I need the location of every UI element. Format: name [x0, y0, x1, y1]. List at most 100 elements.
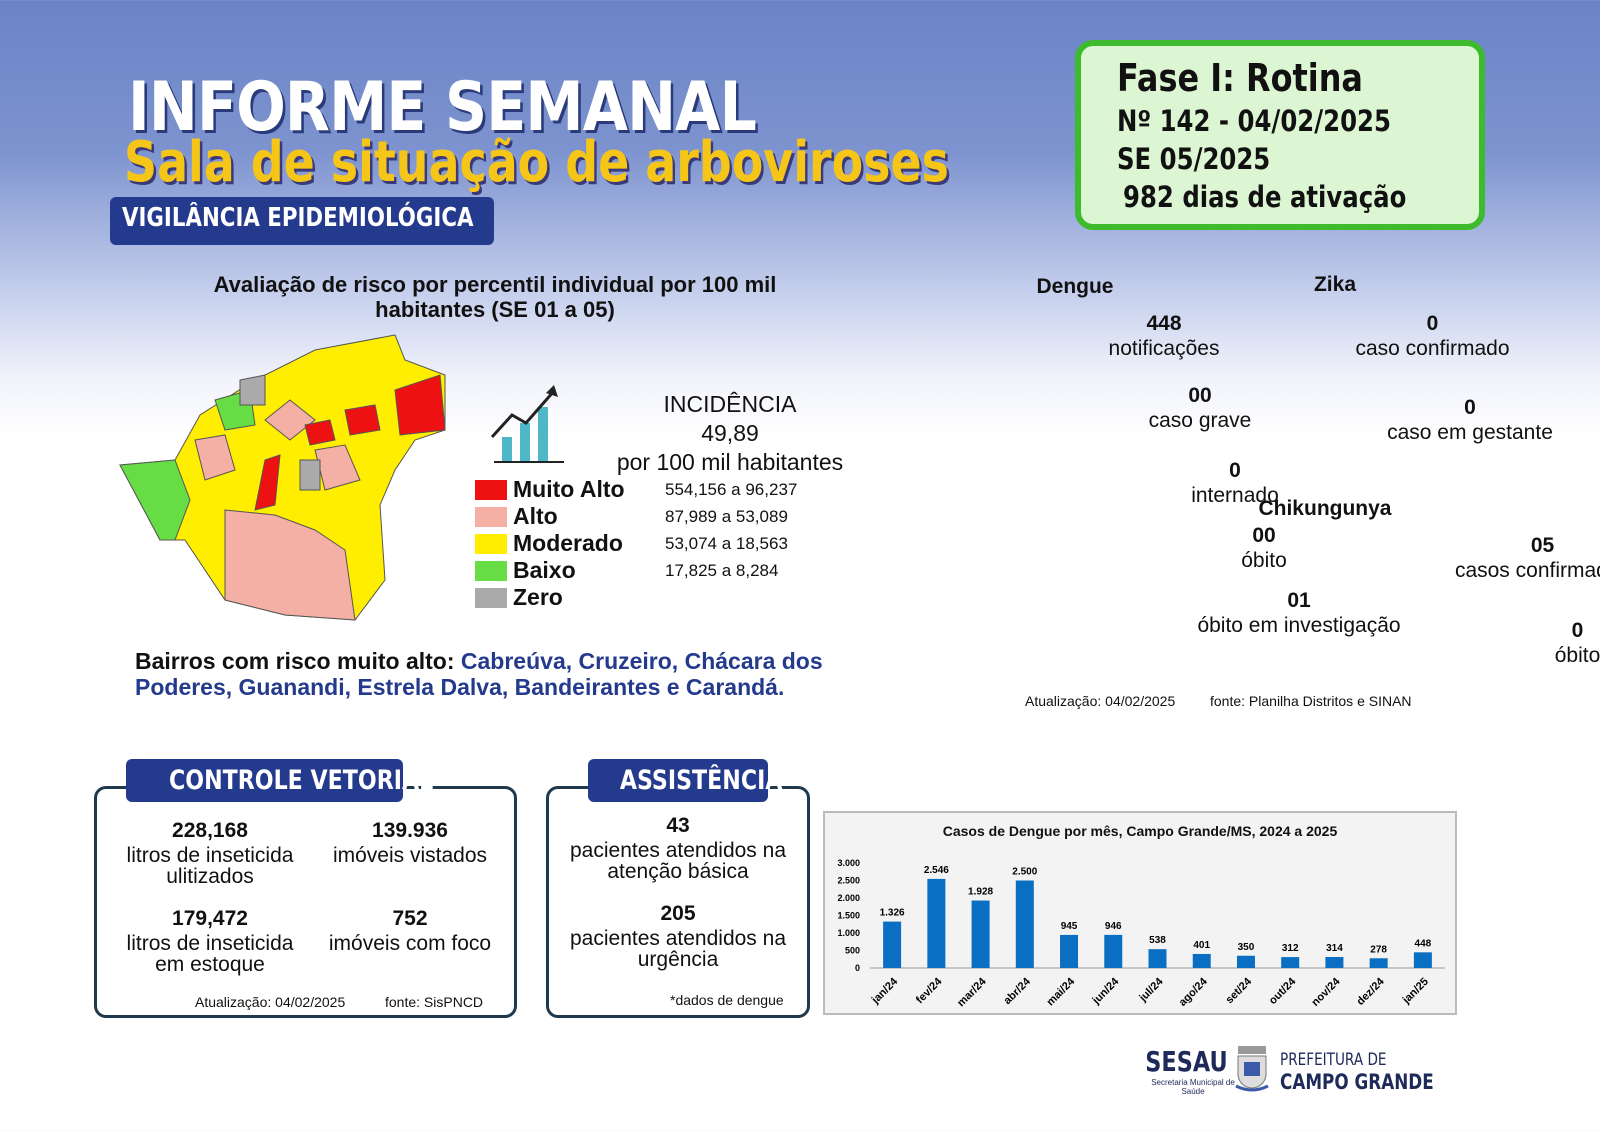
- vector-control-panel: [94, 786, 517, 1018]
- bulletin-number: Nº 142 - 04/02/2025: [1117, 104, 1391, 138]
- assistance-title: ASSISTÊNCIA: [588, 759, 782, 802]
- assistance-panel: [546, 786, 810, 1018]
- legend-label: Muito Alto: [513, 476, 625, 502]
- stat-label: caso em gestante: [1387, 421, 1553, 444]
- bar-abr/24: [1015, 880, 1034, 968]
- phase-panel: Fase I: Rotina Nº 142 - 04/02/2025 SE 05…: [1075, 40, 1485, 230]
- chart-plot: 0 500 1.000 1.500 2.000 2.500 3.000 1.326 jan/24…: [837, 858, 1445, 1009]
- risk-title: Avaliação de risco por percentil individ…: [213, 272, 777, 322]
- y-tick-label: 1.500: [837, 911, 860, 921]
- bar-jul/24: [1148, 949, 1167, 968]
- vector-update-date: Atualização: 04/02/2025: [195, 994, 346, 1010]
- stat-label: caso confirmado: [1355, 337, 1510, 360]
- stat-value: 179,472: [172, 907, 248, 930]
- bar-dez/24: [1369, 958, 1388, 968]
- bar-value-label: 314: [1326, 943, 1343, 954]
- incidence-panel: INCIDÊNCIA 49,89 por 100 mil habitantes: [600, 390, 860, 477]
- stat-value: 752: [392, 907, 428, 930]
- report-subtitle: Sala de situação de arboviroses: [124, 130, 949, 195]
- bar-value-label: 278: [1370, 944, 1387, 955]
- legend-swatch: [475, 533, 507, 554]
- stat-value: 0: [1426, 312, 1439, 335]
- dengue-stat: 448 notificações: [1005, 313, 1323, 359]
- department-badge-text: VIGILÂNCIA EPIDEMIOLÓGICA: [122, 203, 474, 233]
- x-tick-label: mar/24: [955, 975, 989, 1009]
- zika-title: Zika: [1313, 273, 1357, 296]
- legend-item: Baixo 17,825 a 8,284: [475, 557, 797, 584]
- neighborhoods-label: Bairros com risco muito alto:: [135, 648, 455, 674]
- y-tick-label: 0: [855, 963, 860, 973]
- dengue-stat: 0 internado: [1005, 460, 1465, 506]
- bar-value-label: 448: [1415, 938, 1432, 949]
- x-tick-label: jun/24: [1090, 975, 1122, 1007]
- epi-week: SE 05/2025: [1117, 142, 1271, 176]
- bar-value-label: 538: [1149, 935, 1166, 946]
- stat-label: óbito em investigação: [1197, 614, 1401, 637]
- x-tick-label: jan/25: [1400, 976, 1431, 1007]
- stat-label: óbito: [1554, 644, 1600, 667]
- x-tick-label: ago/24: [1177, 975, 1211, 1009]
- vector-control-stat: 179,472 litros de inseticida em estoque: [110, 908, 310, 975]
- bar-value-label: 350: [1238, 942, 1255, 953]
- x-tick-label: set/24: [1224, 975, 1255, 1006]
- sesau-logo-text: SESAU: [1145, 1045, 1228, 1078]
- stat-value: 0: [1229, 459, 1241, 482]
- bar-set/24: [1236, 955, 1255, 968]
- stat-label: pacientes atendidos na urgência: [570, 927, 786, 971]
- dengue-stat: 00 óbito: [1000, 525, 1528, 571]
- dengue-title: Dengue: [1036, 275, 1114, 298]
- map-region-muito-alto: [254, 454, 281, 511]
- bar-fev/24: [927, 878, 946, 968]
- bar-value-label: 312: [1282, 943, 1299, 954]
- map-region-zero: [299, 459, 321, 491]
- bar-mai/24: [1060, 934, 1079, 968]
- bar-value-label: 946: [1105, 921, 1122, 932]
- vector-control-stat: 228,168 litros de inseticida ulitizados: [110, 820, 310, 887]
- legend-label: Alto: [513, 503, 558, 529]
- stat-label: internado: [1191, 484, 1279, 507]
- bar-ago/24: [1192, 953, 1211, 968]
- bar-value-label: 1.326: [880, 908, 905, 919]
- vector-control-title-text: CONTROLE VETORIAL: [169, 765, 434, 796]
- risk-map: [119, 334, 446, 621]
- stat-value: 0: [1571, 619, 1584, 642]
- x-tick-label: dez/24: [1355, 975, 1388, 1008]
- bar-value-label: 2.500: [1012, 867, 1037, 878]
- chikungunya-title: Chikungunya: [1258, 497, 1392, 520]
- activation-days: 982 dias de ativação: [1123, 180, 1407, 214]
- zika-stat: 0 caso em gestante: [1270, 397, 1600, 443]
- map-region-muito-alto: [304, 419, 336, 446]
- map-region-zero: [239, 374, 266, 406]
- y-tick-label: 1.000: [837, 928, 860, 938]
- legend-item: Zero: [475, 584, 797, 611]
- vector-control-title: CONTROLE VETORIAL: [126, 759, 433, 802]
- incidence-unit: por 100 mil habitantes: [616, 449, 844, 475]
- assistance-note: *dados de dengue: [670, 992, 784, 1008]
- sesau-logo-subtitle: Secretaria Municipal de Saúde: [1151, 1078, 1235, 1096]
- stat-label: casos confirmados: [1454, 559, 1600, 582]
- stat-value: 228,168: [172, 819, 248, 842]
- stat-label: óbito: [1241, 549, 1287, 572]
- map-region-alto: [264, 399, 316, 441]
- stat-label: notificações: [1108, 337, 1220, 360]
- incidence-label: INCIDÊNCIA: [663, 391, 797, 417]
- stat-label: litros de inseticida ulitizados: [126, 844, 294, 888]
- risk-legend: Muito Alto 554,156 a 96,237 Alto 87,989 a 5…: [475, 476, 797, 611]
- bar-out/24: [1281, 957, 1300, 968]
- report-title: INFORME SEMANAL: [128, 68, 757, 147]
- assistance-stat: 205 pacientes atendidos na urgência: [570, 903, 786, 970]
- stat-value: 43: [666, 814, 690, 837]
- incidence-value: 49,89: [701, 420, 759, 446]
- y-tick-label: 3.000: [837, 858, 860, 868]
- dengue-stat: 00 caso grave: [1005, 385, 1395, 431]
- trend-chart-icon: [490, 385, 564, 463]
- stat-value: 205: [660, 902, 696, 925]
- dengue-monthly-chart: Casos de Dengue por mês, Campo Grande/MS…: [823, 811, 1457, 1015]
- legend-swatch: [475, 560, 507, 581]
- legend-item: Muito Alto 554,156 a 96,237: [475, 476, 797, 503]
- legend-range: 17,825 a 8,284: [665, 560, 779, 580]
- map-region-baixo: [119, 459, 191, 541]
- stat-value: 0: [1464, 396, 1476, 419]
- sesau-logo: SESAU Secretaria Municipal de Saúde: [1135, 1045, 1238, 1096]
- chart-title: Casos de Dengue por mês, Campo Grande/MS…: [942, 823, 1338, 839]
